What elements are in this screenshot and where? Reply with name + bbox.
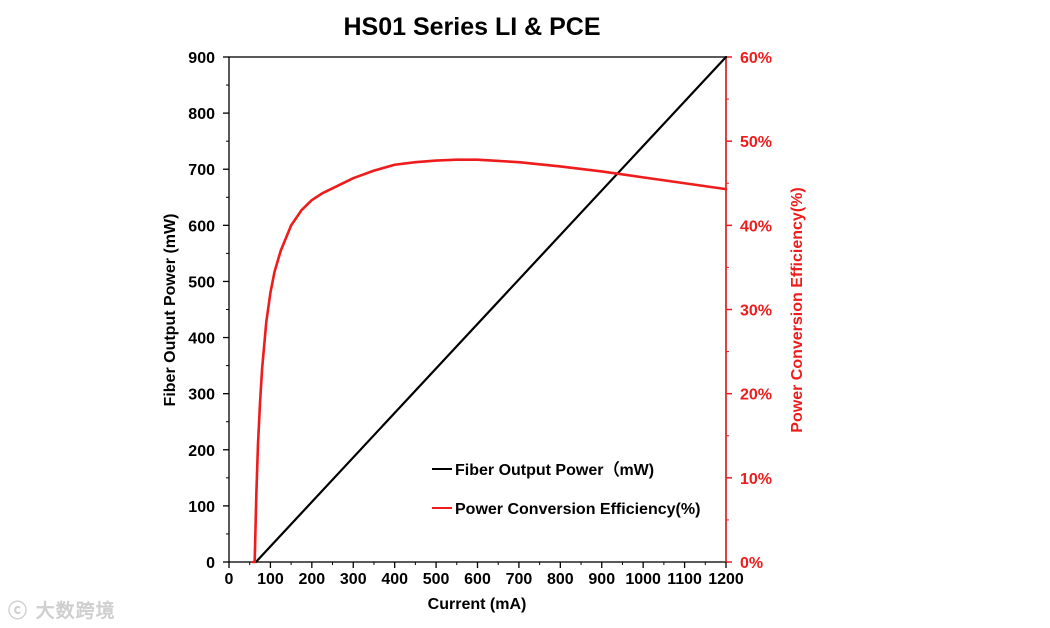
y-tick-label: 200 (188, 443, 215, 460)
x-tick-label: 100 (257, 571, 284, 588)
y2-tick-label: 60% (740, 50, 772, 67)
y2-tick-label: 20% (740, 387, 772, 404)
series-layer (251, 55, 728, 564)
x-tick-label: 200 (298, 571, 325, 588)
y-tick-label: 400 (188, 331, 215, 348)
series-line-power-conversion-efficiency (251, 158, 728, 564)
x-axis-label: Current (mA) (428, 596, 527, 613)
y-tick-label: 300 (188, 387, 215, 404)
y-tick-label: 0 (206, 555, 215, 572)
y-axis-label: Fiber Output Power (mW) (162, 214, 179, 407)
legend-label-pce: Power Conversion Efficiency(%) (455, 501, 700, 518)
legend: Fiber Output Power（mW) Power Conversion … (432, 461, 700, 518)
y2-tick-label: 0% (740, 555, 763, 572)
x-tick-label: 400 (381, 571, 408, 588)
y2-tick-label: 50% (740, 134, 772, 151)
y-tick-label: 800 (188, 106, 215, 123)
watermark-text: 大数跨境 (35, 600, 116, 622)
x-tick-label: 1000 (625, 571, 661, 588)
plot-area (228, 56, 727, 563)
y2-tick-label: 30% (740, 303, 772, 320)
x-tick-label: 600 (464, 571, 491, 588)
y2-tick-label: 40% (740, 218, 772, 235)
x-axis: 0 100 200 300 400 500 600 700 800 900 1000 1100 1200 (225, 562, 744, 588)
y2-tick-label: 10% (740, 471, 772, 488)
x-tick-label: 800 (547, 571, 574, 588)
y-tick-label: 600 (188, 218, 215, 235)
x-tick-label: 900 (588, 571, 615, 588)
x-tick-label: 500 (423, 571, 450, 588)
series-line-fiber-output-power (254, 55, 728, 564)
left-axis: 0 100 200 300 400 500 600 700 800 900 (188, 50, 229, 572)
y2-axis-label: Power Conversion Efficiency(%) (789, 187, 806, 432)
y-tick-label: 100 (188, 499, 215, 516)
y-tick-label: 500 (188, 274, 215, 291)
x-tick-label: 1200 (708, 571, 744, 588)
y-tick-label: 700 (188, 162, 215, 179)
x-tick-label: 1100 (667, 571, 702, 588)
right-axis: 0% 10% 20% 30% 40% 50% 60% (725, 50, 772, 572)
watermark: ⓒ 大数跨境 (8, 596, 116, 623)
watermark-logo-icon: ⓒ (8, 600, 29, 622)
chart-title: HS01 Series LI & PCE (343, 13, 600, 41)
x-tick-label: 300 (340, 571, 367, 588)
legend-label-power: Fiber Output Power（mW) (455, 461, 654, 479)
x-tick-label: 700 (506, 571, 533, 588)
y-tick-label: 900 (188, 50, 215, 67)
x-tick-label: 0 (225, 571, 234, 588)
